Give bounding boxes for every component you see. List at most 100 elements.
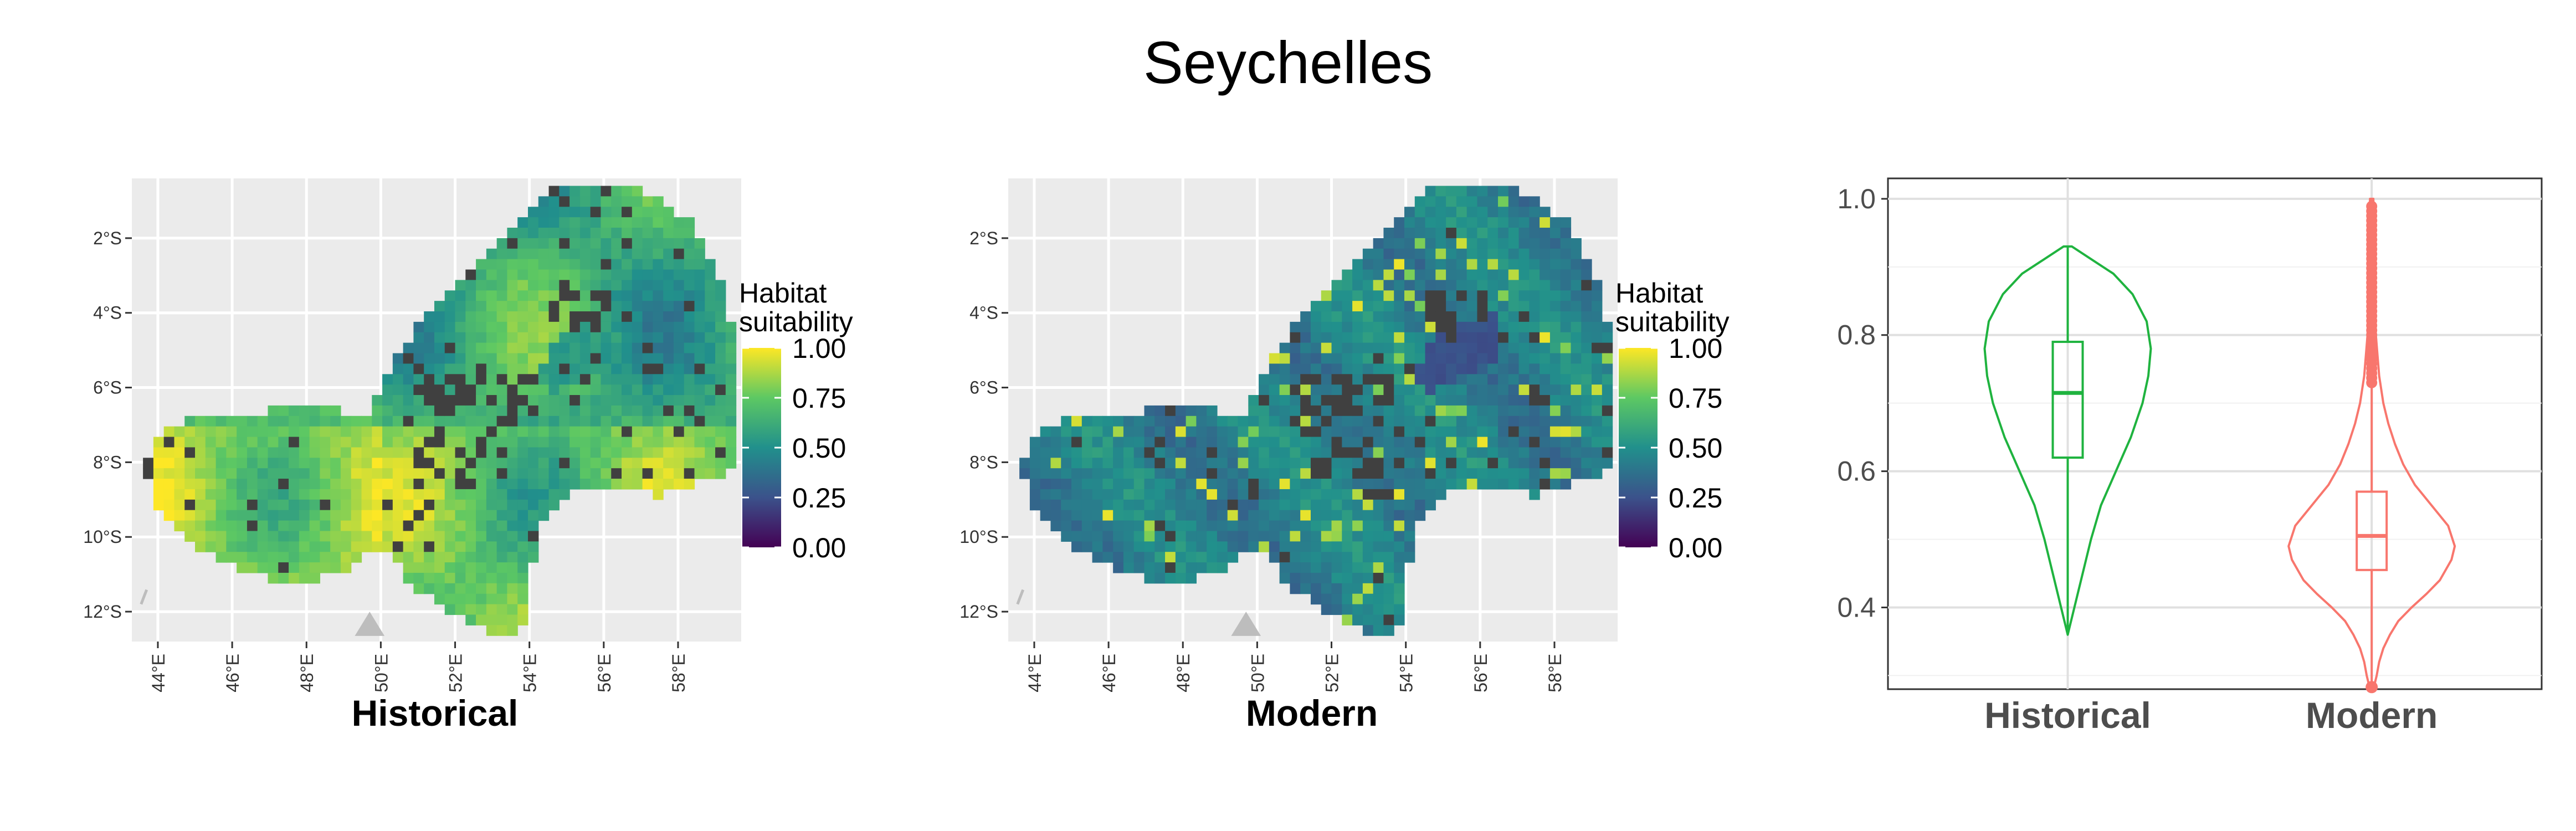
map-cell [444,332,456,343]
map-cell [413,426,424,438]
map-cell [1508,217,1520,228]
map-cell [1352,353,1363,364]
map-cell [517,405,528,417]
map-cell [538,217,550,228]
map-cell [1529,301,1540,312]
map-cell [663,259,674,270]
map-cell [1498,290,1509,301]
map-cell [663,426,674,438]
map-cell [392,541,404,552]
map-cell [1518,426,1530,438]
map-cell [1518,269,1530,280]
map-cell [1259,468,1270,479]
map-cell [1466,321,1478,333]
map-cell [184,447,196,458]
map-cell [507,426,518,438]
map-cell [1050,426,1061,438]
map-cell [1518,196,1530,207]
map-cell [1175,572,1187,584]
map-cell [1352,363,1363,375]
map-cell [1456,437,1467,448]
map-cell [278,510,289,521]
map-cell [559,332,570,343]
map-cell [1549,259,1561,270]
map-cell [1456,217,1467,228]
map-cell [507,416,518,427]
map-cell [1560,269,1572,280]
map-cell [1592,458,1603,469]
map-cell [548,227,560,239]
map-cell [465,604,476,615]
map-cell [1498,248,1509,260]
map-cell [1498,227,1509,239]
map-cell [496,604,508,615]
map-cell [1373,572,1384,584]
map-cell [1602,363,1613,375]
map-cell [330,458,341,469]
map-cell [694,374,705,385]
map-cell [289,572,300,584]
map-cell [1540,280,1551,291]
map-cell [1477,447,1488,458]
map-cell [496,426,508,438]
map-cell [340,531,352,542]
map-cell [1383,562,1394,573]
map-cell [330,541,341,552]
map-cell [1279,458,1291,469]
map-cell [507,384,518,396]
map-cell [382,458,393,469]
map-cell [1425,332,1436,343]
map-cell [528,311,539,322]
map-cell [663,280,674,291]
map-cell [403,489,414,500]
map-cell [424,332,435,343]
map-cell [1279,405,1291,417]
map-cell [590,374,602,385]
map-cell [299,447,310,458]
map-cell [1571,437,1582,448]
map-cell [507,227,518,239]
map-cell [548,468,560,479]
map-cell [590,248,602,260]
map-cell [1508,321,1520,333]
map-cell [1425,248,1436,260]
map-cell [1207,405,1218,417]
map-cell [382,468,393,479]
map-cell [1404,217,1415,228]
map-cell [1404,458,1415,469]
map-cell [579,217,591,228]
map-cell [1383,426,1394,438]
map-cell [528,321,539,333]
map-cell [715,426,726,438]
map-cell [1404,290,1415,301]
map-cell [1342,562,1353,573]
map-cell [590,196,602,207]
map-cell [517,238,528,249]
map-cell [1404,510,1415,521]
map-cell [601,227,612,239]
map-cell [1404,447,1415,458]
map-cell [444,489,456,500]
map-cell [1310,416,1322,427]
map-cell [1602,374,1613,385]
map-cell [465,531,476,542]
map-cell [1071,426,1082,438]
map-cell [496,280,508,291]
map-cell [1342,489,1353,500]
map-cell [424,541,435,552]
map-cell [153,458,165,469]
map-cell [1435,416,1446,427]
map-cell [382,531,393,542]
map-cell [361,479,372,490]
map-cell [278,562,289,573]
map-cell [1207,552,1218,563]
map-cell [632,416,643,427]
map-cell [434,416,445,427]
map-cell [569,353,581,364]
map-cell [476,531,487,542]
map-cell [507,625,518,636]
map-cell [1123,468,1135,479]
map-cell [622,447,633,458]
map-cell [1269,541,1280,552]
map-cell [1342,332,1353,343]
